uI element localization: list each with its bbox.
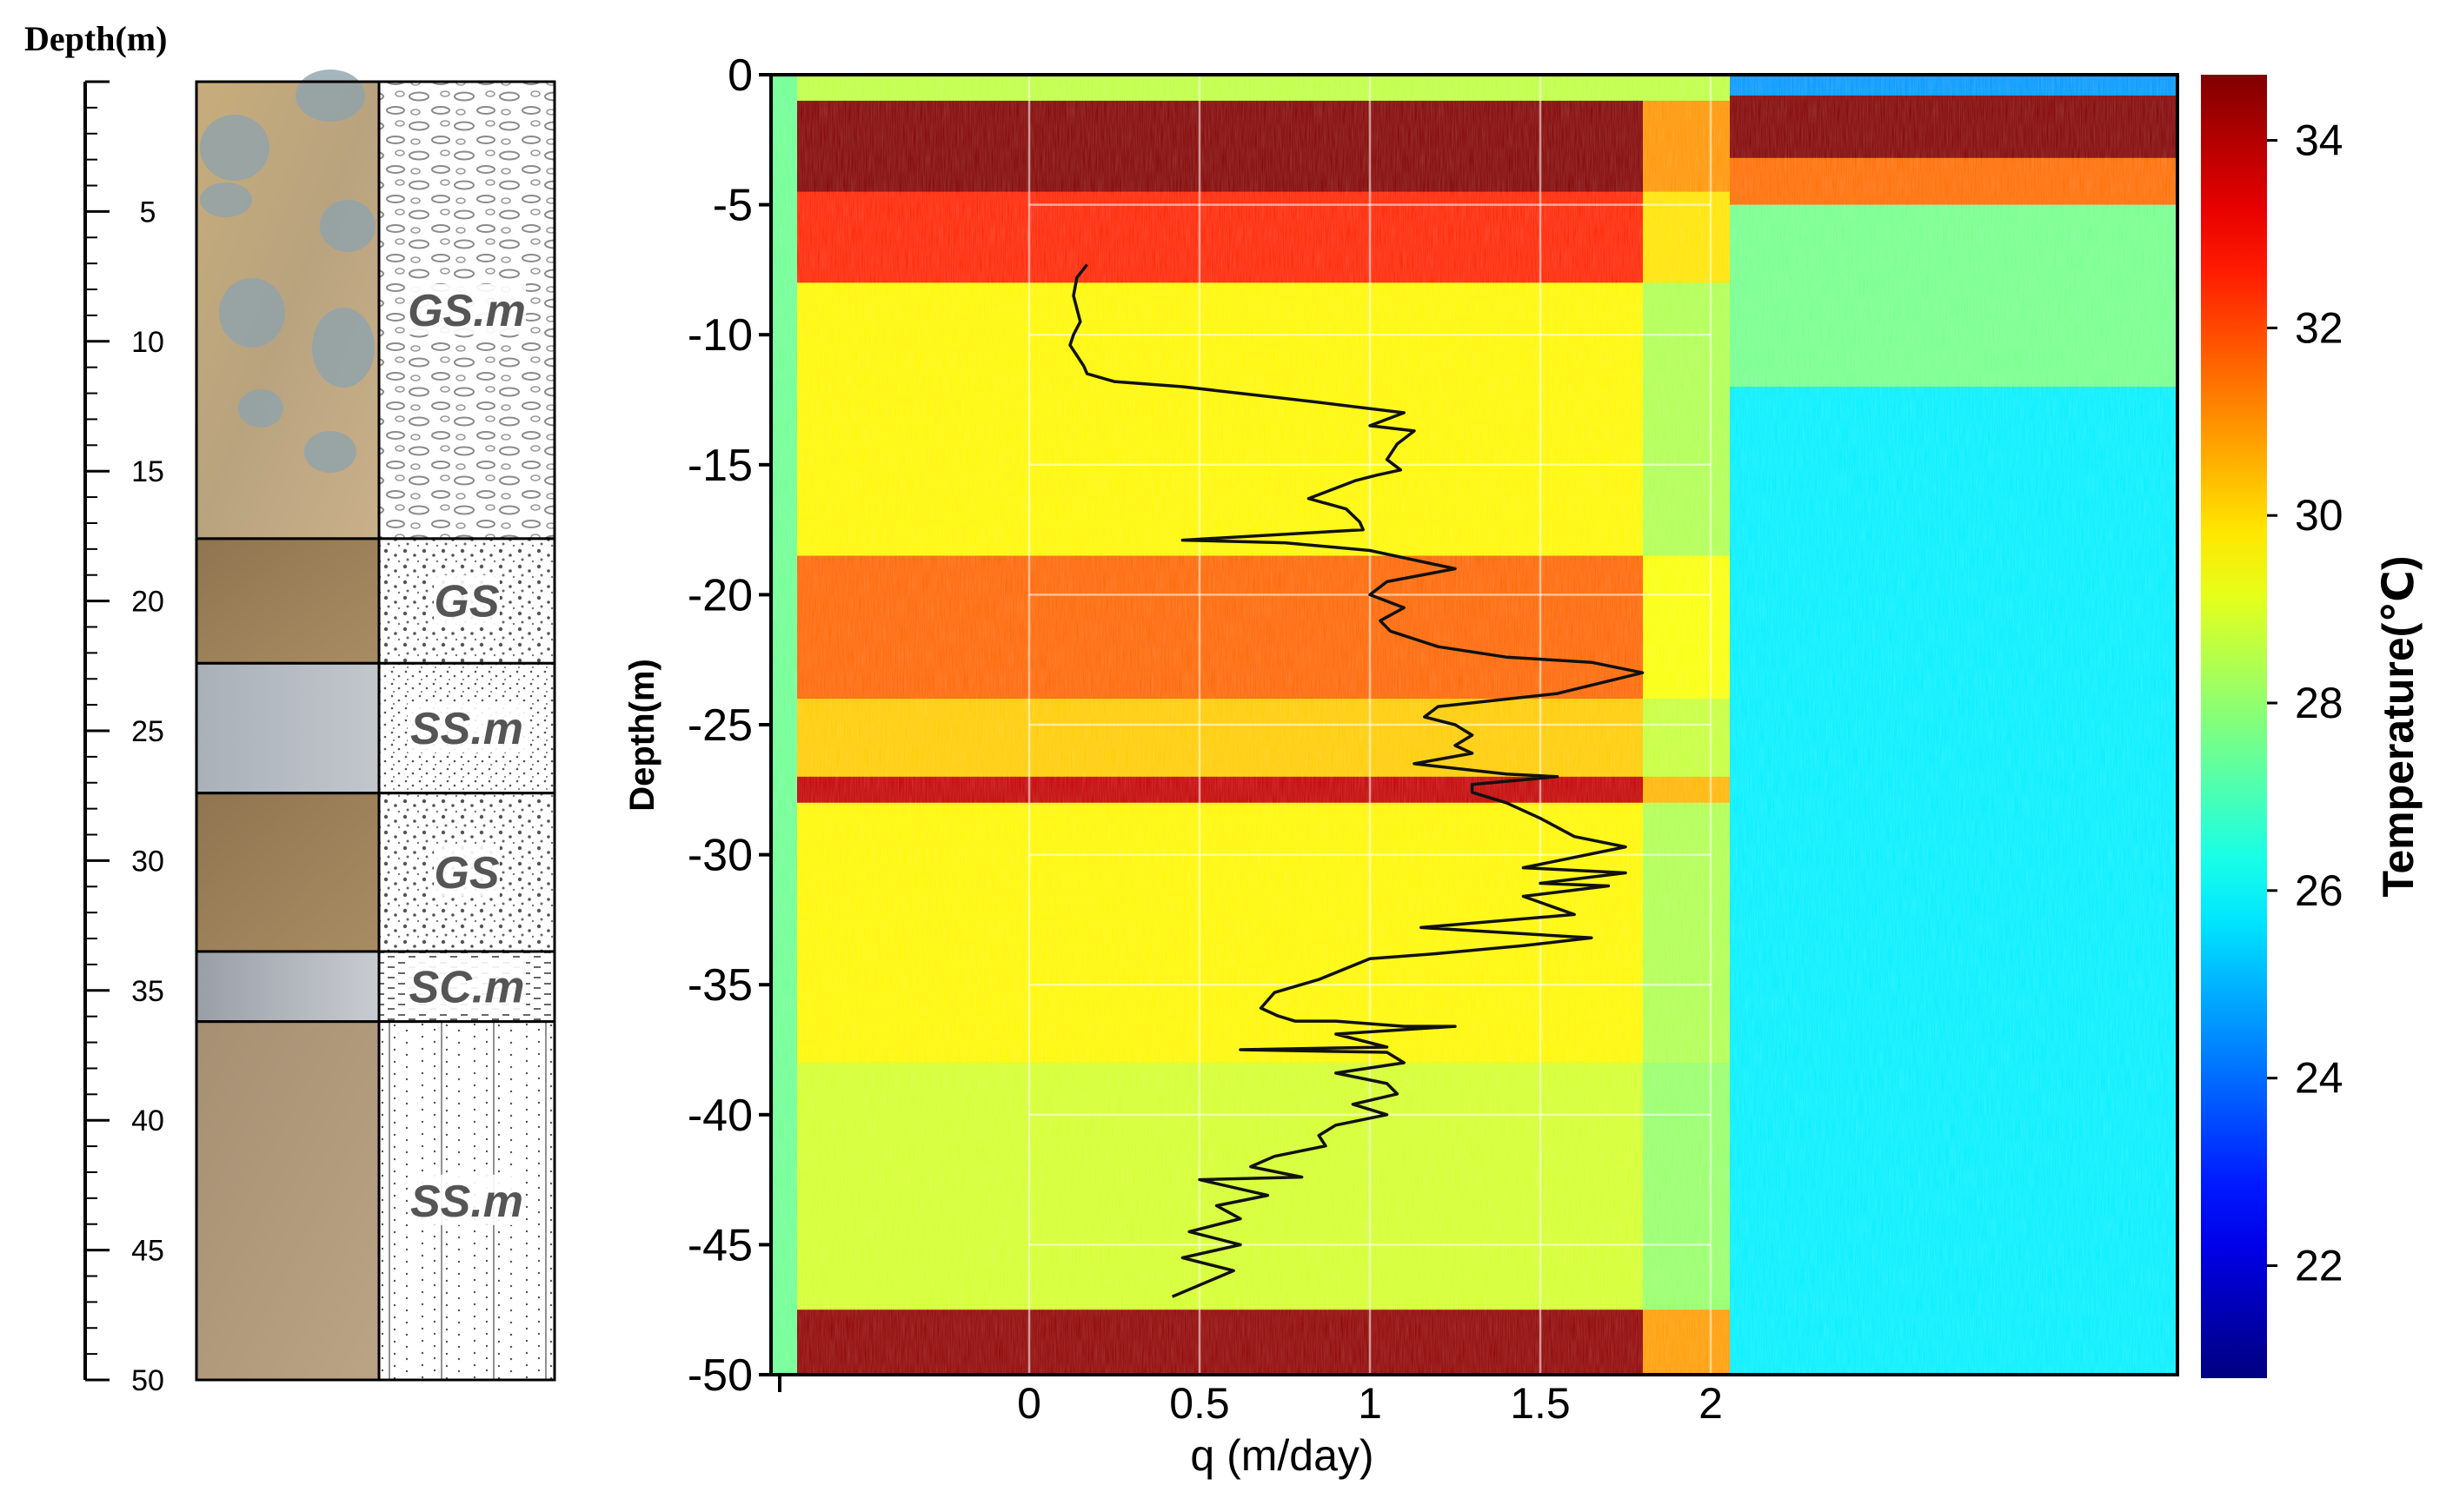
layer-border [195,1020,556,1382]
depth-scale-label: 30 [131,845,164,878]
cobble [200,115,269,181]
depth-scale-label: 10 [131,326,164,359]
colorbar-tick-label: 30 [2295,491,2343,540]
cobble [200,182,252,217]
depth-scale-label: 20 [131,586,164,619]
layer-1: GS.m [195,70,556,540]
q-profile-line [1068,263,1645,1298]
depth-tick-label: -15 [688,441,753,491]
cobble [296,70,365,122]
layer-label: SC.m [409,962,525,1012]
layer-5: SC.m [195,950,556,1024]
depth-scale-label: 35 [131,975,164,1008]
colorbar-tick-label: 24 [2295,1054,2343,1103]
layer-label-bg [408,1174,526,1225]
layer-2: GS [195,537,556,665]
depth-tick-label: -5 [713,181,753,231]
colorbar: 22 24 26 28 30 32 34 Temperature(℃) [2201,75,2423,1378]
layer-label: GS.m [408,286,526,336]
depth-tick-label: -50 [688,1350,753,1401]
depth-scale: 5 10 15 20 25 30 35 40 45 50 [83,80,164,1397]
layer-3: SS.m [195,661,556,795]
q-grid [1027,68,1712,1375]
layer-label-bg [434,574,500,626]
cobble [219,278,285,348]
colorbar-tick-label: 34 [2295,116,2343,165]
layer-label-bg [408,960,526,1011]
depth-tick-label: 0 [728,50,753,101]
depth-tick-label: -25 [688,700,753,751]
depth-axis-label: Depth(m) [623,659,661,812]
cobble [320,200,376,252]
colorbar-tick-label: 22 [2295,1242,2343,1290]
depth-tick-label: -45 [688,1220,753,1270]
layer-label: SS.m [410,704,523,754]
core-photo [196,951,379,1022]
core-photo [196,663,379,793]
depth-tick-label: -20 [688,570,753,620]
depth-scale-label: 15 [131,455,164,488]
colorbar-tick-label: 28 [2295,679,2343,727]
layer-stack: GS.m GS SS.m GS SC.m SS.m [195,70,556,1382]
cobble [238,389,283,428]
core-photo [196,1021,379,1380]
colorbar-label: Temperature(℃) [2374,555,2423,897]
depth-scale-label: 5 [140,196,156,229]
q-axis: 0 0.5 1 1.5 2 [778,1375,1723,1428]
cobble [304,431,356,473]
layer-label-bg [434,846,500,897]
q-tick-label: 2 [1698,1379,1723,1428]
cobble [312,308,375,388]
depth-scale-label: 25 [131,715,164,748]
depth-scale-label: 40 [131,1104,164,1137]
core-photo [196,792,379,952]
layer-label: SS.m [410,1177,523,1227]
heatmap-chart: 0 -5 -10 -15 -20 -25 -30 -35 -40 -45 -50 0 0.5 1 1.5 2… [623,50,2179,1480]
depth-scale-label: 50 [131,1364,164,1397]
depth-scale-label: 45 [131,1235,164,1268]
colorbar-gradient [2201,75,2267,1378]
layer-4: GS [195,792,556,953]
depth-tick-label: -30 [688,831,753,881]
core-photo [196,538,379,664]
q-tick-label: 1.5 [1510,1379,1571,1428]
layer-label: GS [434,577,499,627]
colorbar-tick-label: 32 [2295,303,2343,352]
q-tick-label: 0.5 [1169,1379,1230,1428]
depth-tick-label: -10 [688,310,753,361]
colorbar-ticks: 22 24 26 28 30 32 34 [2267,116,2343,1290]
depth-tick-label: -35 [688,960,753,1011]
depth-tick-label: -40 [688,1091,753,1141]
column-depth-label: Depth(m) [24,19,167,58]
layer-label-bg [408,702,526,753]
layer-label: GS [434,848,499,899]
layer-label-bg [408,283,526,335]
colorbar-tick-label: 26 [2295,866,2343,915]
q-axis-label: q (m/day) [1190,1431,1373,1480]
q-tick-label: 0 [1017,1379,1041,1428]
depth-axis: 0 -5 -10 -15 -20 -25 -30 -35 -40 -45 -50 [688,50,771,1401]
layer-6: SS.m [195,1020,556,1382]
q-tick-label: 1 [1358,1379,1382,1428]
